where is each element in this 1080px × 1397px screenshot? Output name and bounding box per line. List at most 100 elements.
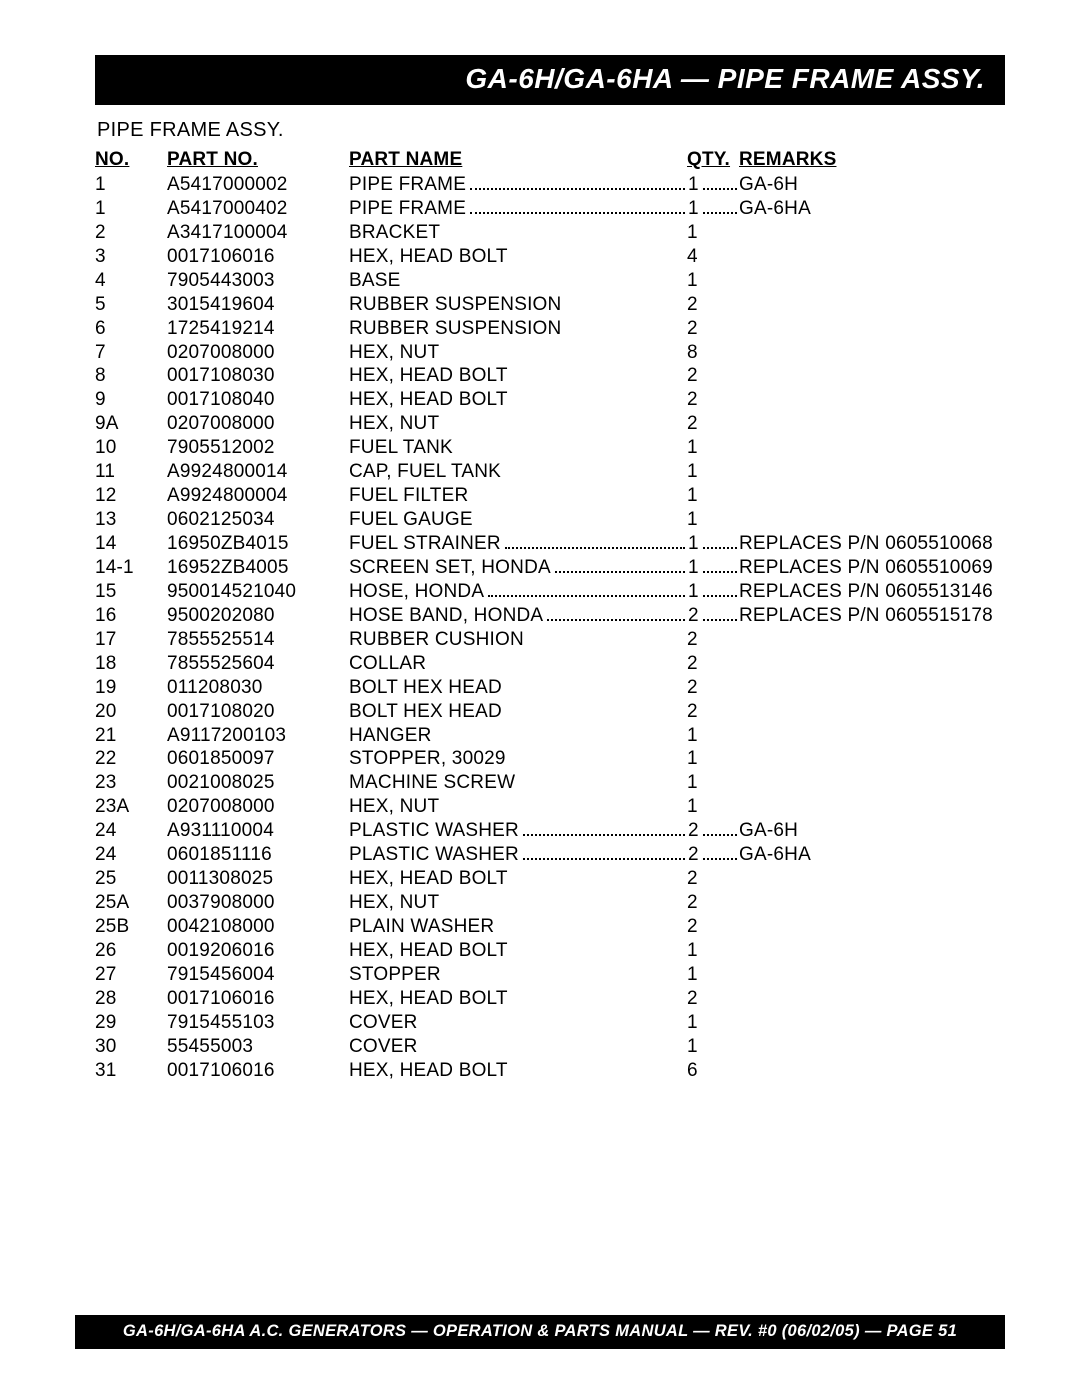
cell-remarks (739, 676, 1005, 700)
cell-partno: 0601851116 (167, 843, 349, 867)
cell-qty: 1 (687, 269, 739, 293)
cell-qty: 1 (687, 963, 739, 987)
cell-partname: PIPE FRAME (349, 173, 687, 197)
cell-partname: HEX, HEAD BOLT (349, 867, 687, 891)
cell-partno: 7855525514 (167, 628, 349, 652)
cell-partname: PLASTIC WASHER (349, 843, 687, 867)
table-row: 61725419214RUBBER SUSPENSION2 (95, 317, 1005, 341)
cell-partno: 1725419214 (167, 317, 349, 341)
cell-partname: HEX, HEAD BOLT (349, 388, 687, 412)
cell-no: 17 (95, 628, 167, 652)
cell-partno: 0037908000 (167, 891, 349, 915)
cell-no: 11 (95, 460, 167, 484)
cell-partno: A5417000402 (167, 197, 349, 221)
cell-partname: HEX, NUT (349, 891, 687, 915)
cell-remarks (739, 245, 1005, 269)
cell-no: 26 (95, 939, 167, 963)
table-row: 240601851116PLASTIC WASHER2GA-6HA (95, 843, 1005, 867)
cell-remarks (739, 747, 1005, 771)
cell-remarks (739, 460, 1005, 484)
cell-partno: 0017108020 (167, 700, 349, 724)
cell-no: 8 (95, 364, 167, 388)
cell-qty: 1 (687, 197, 739, 221)
cell-no: 20 (95, 700, 167, 724)
cell-no: 30 (95, 1035, 167, 1059)
cell-partno: 0017106016 (167, 1059, 349, 1083)
table-row: 107905512002FUEL TANK1 (95, 436, 1005, 460)
cell-qty: 1 (687, 460, 739, 484)
cell-remarks (739, 364, 1005, 388)
cell-no: 5 (95, 293, 167, 317)
cell-no: 3 (95, 245, 167, 269)
cell-partname: HEX, HEAD BOLT (349, 939, 687, 963)
cell-partname: FUEL GAUGE (349, 508, 687, 532)
table-row: 169500202080HOSE BAND, HONDA2REPLACES P/… (95, 604, 1005, 628)
table-row: 30017106016HEX, HEAD BOLT4 (95, 245, 1005, 269)
table-row: 1416950ZB4015FUEL STRAINER1REPLACES P/N … (95, 532, 1005, 556)
table-row: 80017108030HEX, HEAD BOLT2 (95, 364, 1005, 388)
cell-partno: 0017106016 (167, 245, 349, 269)
cell-remarks (739, 293, 1005, 317)
cell-remarks (739, 915, 1005, 939)
cell-partno: 950014521040 (167, 580, 349, 604)
cell-no: 25A (95, 891, 167, 915)
cell-no: 29 (95, 1011, 167, 1035)
cell-partno: 0011308025 (167, 867, 349, 891)
cell-remarks (739, 1059, 1005, 1083)
page-footer-bar: GA-6H/GA-6HA A.C. GENERATORS — OPERATION… (75, 1315, 1005, 1349)
cell-remarks (739, 939, 1005, 963)
table-row: 1A5417000002PIPE FRAME1GA-6H (95, 173, 1005, 197)
cell-qty: 1 (687, 580, 739, 604)
cell-partno: 0017106016 (167, 987, 349, 1011)
table-row: 297915455103COVER1 (95, 1011, 1005, 1035)
cell-partname: HOSE BAND, HONDA (349, 604, 687, 628)
table-row: 47905443003BASE1 (95, 269, 1005, 293)
table-row: 14-116952ZB4005SCREEN SET, HONDA1REPLACE… (95, 556, 1005, 580)
cell-remarks (739, 795, 1005, 819)
cell-no: 9 (95, 388, 167, 412)
cell-qty: 1 (687, 747, 739, 771)
cell-partno: 0207008000 (167, 341, 349, 365)
cell-partname: CAP, FUEL TANK (349, 460, 687, 484)
table-row: 2A3417100004BRACKET1 (95, 221, 1005, 245)
cell-partname: FUEL FILTER (349, 484, 687, 508)
cell-partname: HEX, HEAD BOLT (349, 245, 687, 269)
cell-qty: 2 (687, 700, 739, 724)
cell-partname: RUBBER CUSHION (349, 628, 687, 652)
table-row: 15950014521040HOSE, HONDA1REPLACES P/N 0… (95, 580, 1005, 604)
cell-remarks (739, 700, 1005, 724)
cell-partno: 0017108030 (167, 364, 349, 388)
cell-no: 25 (95, 867, 167, 891)
cell-no: 27 (95, 963, 167, 987)
cell-qty: 1 (687, 939, 739, 963)
cell-remarks (739, 867, 1005, 891)
cell-partno: 7855525604 (167, 652, 349, 676)
cell-no: 9A (95, 412, 167, 436)
cell-partname: FUEL STRAINER (349, 532, 687, 556)
cell-remarks: GA-6HA (739, 197, 1005, 221)
cell-partname: HEX, HEAD BOLT (349, 1059, 687, 1083)
table-row: 23A0207008000HEX, NUT1 (95, 795, 1005, 819)
cell-partname: HEX, NUT (349, 795, 687, 819)
table-row: 187855525604COLLAR2 (95, 652, 1005, 676)
cell-partno: A5417000002 (167, 173, 349, 197)
cell-remarks (739, 221, 1005, 245)
cell-partname: SCREEN SET, HONDA (349, 556, 687, 580)
cell-remarks: REPLACES P/N 0605515178 (739, 604, 1005, 628)
cell-qty: 2 (687, 317, 739, 341)
cell-remarks (739, 436, 1005, 460)
cell-qty: 2 (687, 843, 739, 867)
cell-partname: HEX, NUT (349, 412, 687, 436)
cell-partname: FUEL TANK (349, 436, 687, 460)
table-row: 19011208030BOLT HEX HEAD2 (95, 676, 1005, 700)
table-header-row: NO. PART NO. PART NAME QTY. REMARKS (95, 148, 1005, 173)
cell-qty: 2 (687, 891, 739, 915)
cell-no: 23 (95, 771, 167, 795)
cell-partname: COVER (349, 1035, 687, 1059)
cell-partno: 0207008000 (167, 795, 349, 819)
table-row: 310017106016HEX, HEAD BOLT6 (95, 1059, 1005, 1083)
cell-qty: 2 (687, 652, 739, 676)
cell-partname: HANGER (349, 724, 687, 748)
table-row: 177855525514RUBBER CUSHION2 (95, 628, 1005, 652)
cell-remarks (739, 1011, 1005, 1035)
